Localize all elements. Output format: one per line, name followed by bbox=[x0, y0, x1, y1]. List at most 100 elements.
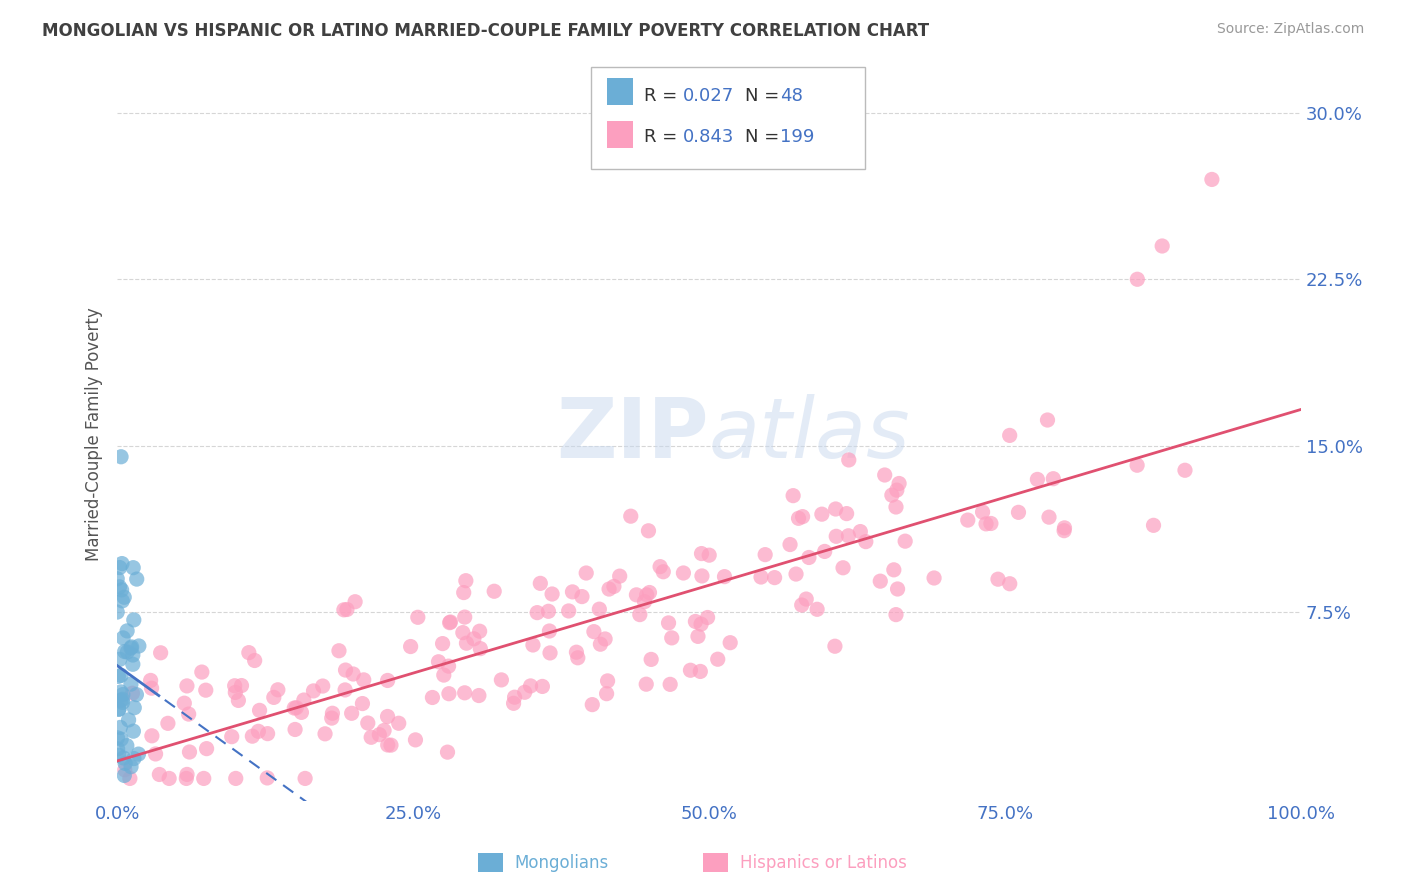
Point bbox=[1126, 272, 1149, 286]
Point bbox=[238, 646, 260, 660]
Point bbox=[567, 650, 589, 665]
Point bbox=[454, 610, 477, 624]
Point bbox=[463, 632, 485, 646]
Point bbox=[335, 663, 357, 677]
Point bbox=[661, 631, 683, 645]
Point bbox=[838, 453, 860, 467]
Point bbox=[453, 585, 475, 599]
Point bbox=[887, 476, 910, 491]
Point bbox=[121, 686, 143, 700]
Point bbox=[1174, 463, 1197, 477]
Point bbox=[633, 594, 655, 608]
Point bbox=[399, 640, 422, 654]
Point bbox=[648, 559, 671, 574]
Text: 199: 199 bbox=[780, 128, 814, 145]
Point bbox=[628, 607, 651, 622]
Point bbox=[880, 488, 903, 502]
Point bbox=[652, 565, 675, 579]
Point bbox=[513, 685, 536, 699]
Point bbox=[785, 567, 807, 582]
Point bbox=[884, 500, 907, 514]
Point bbox=[110, 668, 132, 682]
Point bbox=[595, 687, 617, 701]
Point bbox=[565, 645, 588, 659]
Point bbox=[794, 592, 817, 607]
Point bbox=[451, 625, 474, 640]
Point bbox=[531, 680, 554, 694]
Point bbox=[1053, 524, 1076, 538]
Point bbox=[108, 702, 131, 716]
Point bbox=[225, 772, 247, 786]
Point bbox=[883, 563, 905, 577]
Point bbox=[111, 688, 134, 702]
Point bbox=[596, 673, 619, 688]
Point bbox=[114, 763, 136, 777]
Point bbox=[588, 602, 610, 616]
Point bbox=[368, 728, 391, 742]
Point bbox=[141, 729, 163, 743]
Point bbox=[243, 653, 266, 667]
Point bbox=[686, 629, 709, 643]
Point bbox=[195, 741, 218, 756]
Point bbox=[360, 731, 382, 745]
Point bbox=[1007, 505, 1029, 519]
Point bbox=[690, 547, 713, 561]
Point bbox=[380, 738, 402, 752]
Point bbox=[224, 685, 246, 699]
Point bbox=[1126, 458, 1149, 473]
Point bbox=[792, 509, 814, 524]
Point bbox=[814, 544, 837, 558]
Point bbox=[427, 655, 450, 669]
Point bbox=[121, 648, 143, 662]
Point bbox=[122, 700, 145, 714]
Point bbox=[128, 639, 150, 653]
Point bbox=[336, 602, 359, 616]
Point bbox=[120, 641, 142, 656]
Point bbox=[120, 677, 142, 691]
Text: 48: 48 bbox=[780, 87, 803, 104]
Point bbox=[112, 768, 135, 782]
Point bbox=[357, 716, 380, 731]
Point bbox=[657, 615, 679, 630]
Point bbox=[112, 751, 135, 765]
Text: R =: R = bbox=[644, 128, 683, 145]
Point bbox=[141, 681, 163, 696]
Point bbox=[690, 569, 713, 583]
Point bbox=[972, 505, 994, 519]
Point bbox=[522, 638, 544, 652]
Point bbox=[806, 602, 828, 616]
Point bbox=[519, 679, 541, 693]
Point bbox=[696, 610, 718, 624]
Point bbox=[121, 657, 143, 672]
Point bbox=[292, 693, 315, 707]
Point bbox=[835, 507, 858, 521]
Point bbox=[221, 730, 243, 744]
Point bbox=[179, 745, 201, 759]
Point bbox=[974, 516, 997, 531]
Point bbox=[679, 663, 702, 677]
Point bbox=[328, 644, 350, 658]
Point bbox=[125, 688, 148, 702]
Point bbox=[224, 679, 246, 693]
Point bbox=[557, 604, 579, 618]
Text: R =: R = bbox=[644, 87, 683, 104]
Point bbox=[956, 513, 979, 527]
Point bbox=[886, 582, 908, 596]
Point bbox=[115, 739, 138, 753]
Point bbox=[538, 646, 561, 660]
Point bbox=[122, 613, 145, 627]
Point bbox=[191, 665, 214, 679]
Point bbox=[312, 679, 335, 693]
Point bbox=[541, 587, 564, 601]
Point bbox=[537, 604, 560, 618]
Point bbox=[107, 669, 129, 683]
Point bbox=[453, 686, 475, 700]
Point bbox=[105, 605, 128, 619]
Point bbox=[980, 516, 1002, 531]
Point bbox=[149, 646, 172, 660]
Point bbox=[377, 673, 399, 688]
Point bbox=[377, 709, 399, 723]
Text: N =: N = bbox=[745, 128, 779, 145]
Point bbox=[697, 548, 720, 562]
Point bbox=[176, 772, 198, 786]
